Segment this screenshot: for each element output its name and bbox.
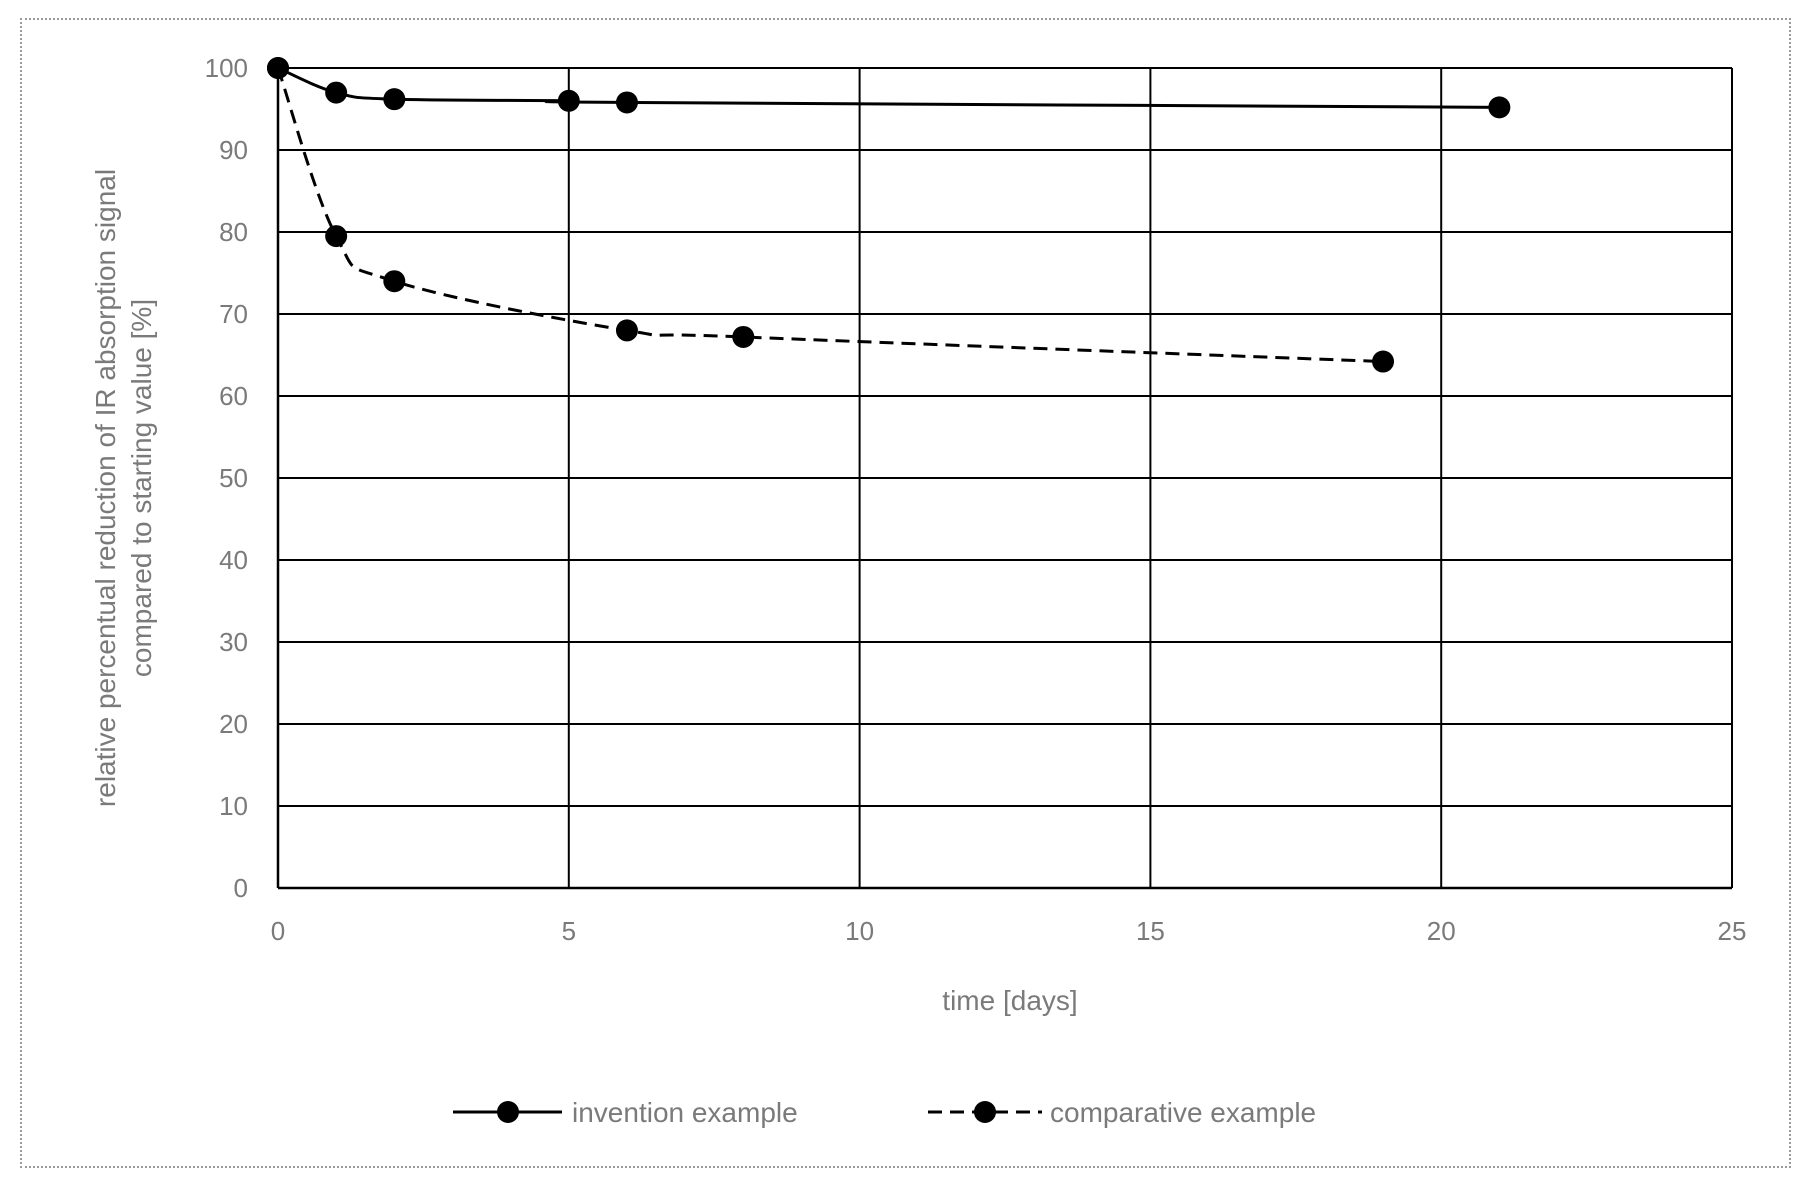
y-axis-title-line-2: compared to starting value [%] (126, 299, 157, 677)
y-axis-title: relative percentual reduction of IR abso… (90, 169, 157, 807)
y-tick-label: 20 (219, 709, 248, 739)
y-tick-label: 10 (219, 791, 248, 821)
data-point (267, 57, 289, 79)
y-tick-label: 40 (219, 545, 248, 575)
grid (276, 67, 1733, 890)
legend: invention example comparative example (453, 1097, 1316, 1128)
series-layer (267, 57, 1511, 373)
data-point (1372, 350, 1395, 373)
data-point (325, 225, 348, 248)
x-tick-label: 0 (271, 916, 285, 946)
data-point (1488, 96, 1511, 119)
chart-frame (20, 18, 1791, 1168)
series-line (277, 66, 1500, 109)
data-point (732, 325, 755, 348)
x-tick-label: 5 (562, 916, 576, 946)
x-tick-label: 25 (1718, 916, 1747, 946)
x-tick-label: 10 (845, 916, 874, 946)
data-point (383, 88, 406, 111)
data-point (383, 270, 406, 293)
data-point (325, 81, 348, 104)
y-tick-label: 100 (205, 53, 248, 83)
legend-label-invention: invention example (572, 1097, 798, 1128)
x-tick-label: 20 (1427, 916, 1456, 946)
legend-marker-invention (497, 1101, 519, 1123)
x-axis-ticks: 0 5 10 15 20 25 (271, 916, 1747, 946)
series-line (276, 67, 1384, 364)
x-axis-title: time [days] (942, 985, 1077, 1016)
y-tick-label: 90 (219, 135, 248, 165)
y-tick-label: 30 (219, 627, 248, 657)
legend-label-comparative: comparative example (1050, 1097, 1316, 1128)
legend-item-invention: invention example (453, 1097, 798, 1128)
y-tick-label: 50 (219, 463, 248, 493)
series-comparative (267, 57, 1395, 373)
data-point (615, 91, 638, 114)
y-axis-ticks: 0 10 20 30 40 50 60 70 80 90 100 (205, 53, 248, 903)
y-axis-title-line-1: relative percentual reduction of IR abso… (90, 169, 121, 807)
series-invention (267, 57, 1511, 119)
data-point (615, 319, 638, 342)
y-tick-label: 70 (219, 299, 248, 329)
y-tick-label: 60 (219, 381, 248, 411)
legend-marker-comparative (974, 1101, 996, 1123)
legend-item-comparative: comparative example (928, 1097, 1316, 1128)
x-tick-label: 15 (1136, 916, 1165, 946)
y-tick-label: 0 (234, 873, 248, 903)
data-point (557, 89, 580, 112)
y-tick-label: 80 (219, 217, 248, 247)
